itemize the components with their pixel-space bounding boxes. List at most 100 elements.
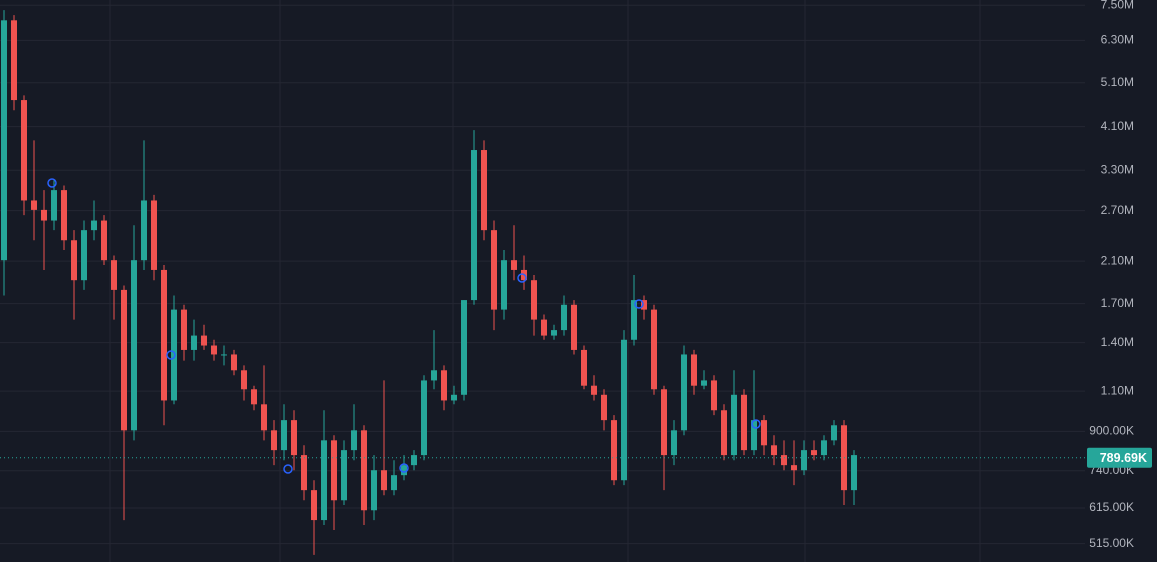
- candle-body: [631, 300, 637, 340]
- candle-body: [591, 385, 597, 395]
- candle-body: [241, 370, 247, 390]
- event-marker: [399, 463, 409, 473]
- candle-body: [231, 354, 237, 371]
- candle-body: [531, 280, 537, 320]
- candle-body: [661, 389, 667, 456]
- candle-body: [311, 490, 317, 521]
- candle-body: [501, 260, 507, 310]
- event-marker: [47, 178, 57, 188]
- candle-body: [141, 200, 147, 261]
- candle-body: [21, 100, 27, 201]
- candle-body: [201, 335, 207, 346]
- y-tick-label: 6.30M: [1101, 33, 1134, 47]
- candle-body: [101, 220, 107, 261]
- candle-body: [551, 330, 557, 336]
- candle-body: [31, 200, 37, 210]
- candle-body: [541, 319, 547, 336]
- candle-body: [261, 404, 267, 431]
- candle-body: [161, 269, 167, 401]
- candle-body: [421, 380, 427, 456]
- candle-body: [171, 309, 177, 401]
- y-tick-label: 615.00K: [1089, 500, 1134, 514]
- candle-body: [751, 420, 757, 451]
- candle-body: [291, 420, 297, 456]
- candle-body: [151, 200, 157, 270]
- y-tick-label: 7.50M: [1101, 0, 1134, 11]
- candle-body: [681, 354, 687, 431]
- y-tick-label: 2.70M: [1101, 203, 1134, 217]
- candle-body: [121, 289, 127, 431]
- y-tick-label: 5.10M: [1101, 75, 1134, 89]
- y-tick-label: 4.10M: [1101, 119, 1134, 133]
- candle-body: [81, 230, 87, 281]
- candle-body: [561, 304, 567, 331]
- candle-body: [831, 425, 837, 441]
- time-grid: [0, 0, 1085, 562]
- candle-body: [71, 240, 77, 281]
- candle-body: [461, 300, 467, 395]
- candle-body: [731, 394, 737, 456]
- plot: [1, 10, 857, 555]
- candle-body: [811, 450, 817, 456]
- candle-body: [331, 440, 337, 501]
- candle-body: [191, 335, 197, 350]
- event-marker: [517, 273, 527, 283]
- candle-body: [341, 450, 347, 501]
- candle-body: [791, 465, 797, 471]
- candle-body: [471, 150, 477, 301]
- candle-body: [801, 450, 807, 471]
- candle-body: [271, 430, 277, 451]
- y-tick-label: 3.30M: [1101, 162, 1134, 176]
- event-markers: [47, 178, 761, 474]
- y-tick-label: 1.10M: [1101, 383, 1134, 397]
- candle-body: [771, 445, 777, 456]
- y-tick-label: 1.70M: [1101, 296, 1134, 310]
- candle-body: [761, 420, 767, 446]
- event-marker: [751, 419, 761, 429]
- candle-body: [381, 470, 387, 491]
- candle-body: [691, 354, 697, 386]
- last-price-badge: [1087, 447, 1152, 468]
- candle-body: [221, 354, 227, 356]
- candle-body: [371, 470, 377, 511]
- candle-body: [61, 190, 67, 241]
- candle-body: [601, 394, 607, 421]
- candle-body: [711, 380, 717, 411]
- candle-body: [1, 20, 7, 261]
- candle-body: [451, 394, 457, 401]
- candle-body: [821, 440, 827, 456]
- candle-body: [741, 394, 747, 451]
- y-tick-label: 1.40M: [1101, 335, 1134, 349]
- candle-body: [361, 430, 367, 511]
- candle-body: [391, 475, 397, 491]
- candle-body: [431, 370, 437, 381]
- candle-body: [781, 455, 787, 466]
- candle-body: [851, 455, 857, 491]
- candle-body: [411, 455, 417, 466]
- candle-body: [641, 300, 647, 310]
- y-tick-label: 515.00K: [1089, 536, 1134, 550]
- candle-body: [481, 150, 487, 231]
- candle-body: [441, 370, 447, 401]
- candle-body: [281, 420, 287, 451]
- y-tick-label: 2.10M: [1101, 253, 1134, 267]
- candle-body: [671, 430, 677, 456]
- candle-body: [401, 465, 407, 476]
- candle-body: [51, 190, 57, 221]
- candle-body: [491, 230, 497, 310]
- candle-body: [111, 260, 117, 290]
- candle-body: [651, 309, 657, 390]
- candle-body: [251, 389, 257, 405]
- candle-body: [211, 345, 217, 355]
- y-tick-label: 900.00K: [1089, 424, 1134, 438]
- candle-body: [301, 455, 307, 491]
- candle-body: [581, 349, 587, 386]
- candle-body: [351, 430, 357, 451]
- last-price-label: 789.69K: [1100, 451, 1147, 465]
- candle-body: [91, 220, 97, 231]
- candle-body: [571, 304, 577, 350]
- candle-body: [611, 420, 617, 481]
